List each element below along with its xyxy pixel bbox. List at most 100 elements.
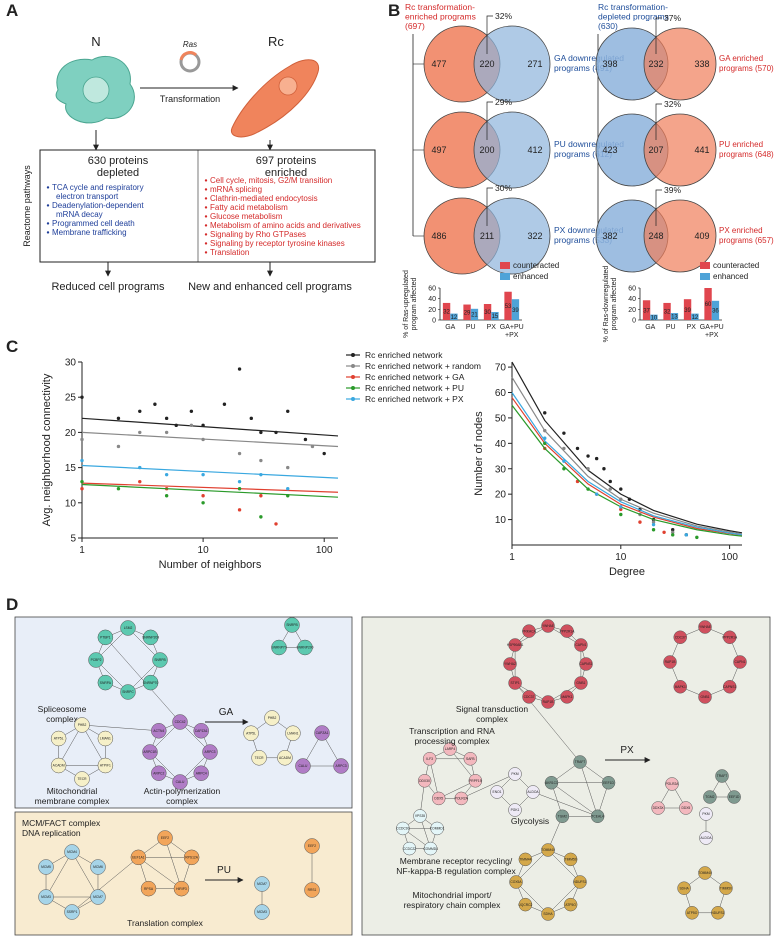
nucleus-n — [82, 76, 110, 104]
venn-percent: 30% — [495, 183, 512, 193]
node — [173, 880, 190, 897]
node-label: EEF2 — [308, 844, 316, 848]
y-tick-label: 60 — [495, 388, 507, 399]
node — [304, 882, 320, 898]
panel-label: A — [6, 1, 18, 20]
node-label: POLR2A — [455, 797, 469, 801]
node-label: CAPZA1 — [195, 729, 208, 733]
node — [573, 875, 587, 889]
node-label: PPP2R1A — [560, 629, 576, 633]
node — [665, 777, 679, 791]
y-axis-label: % of Ras-downregulated — [603, 266, 610, 343]
legend-marker — [351, 375, 355, 379]
legend-marker — [351, 397, 355, 401]
percent-leader — [655, 17, 662, 54]
legend-swatch — [500, 262, 510, 269]
node — [541, 907, 555, 921]
node — [522, 690, 536, 704]
edge — [71, 857, 139, 913]
node-label: SAFB — [466, 757, 475, 761]
point — [259, 472, 263, 477]
node — [50, 730, 67, 747]
bar — [450, 313, 458, 320]
x-tick-label: PU — [466, 324, 476, 331]
bar — [650, 314, 658, 320]
node — [64, 844, 80, 860]
point — [543, 411, 547, 415]
point — [164, 416, 169, 421]
node-label: HIRIP3 — [176, 887, 187, 891]
node-label: PRPF19 — [469, 779, 482, 783]
edge — [71, 851, 99, 898]
node-label: ARPC3 — [205, 750, 216, 754]
node — [508, 803, 522, 817]
node — [518, 897, 533, 912]
node-label: YWHAE — [542, 624, 555, 628]
venn-label: GA downregulated — [554, 53, 624, 63]
node — [601, 775, 616, 790]
point — [164, 430, 169, 435]
node — [157, 830, 173, 846]
y-tick-label: 0 — [432, 318, 436, 325]
column-header: enriched programs — [405, 12, 476, 22]
point — [586, 467, 590, 471]
y-tick-label: 20 — [495, 490, 507, 501]
legend-marker — [351, 386, 355, 390]
node-label: YWHAE — [699, 625, 712, 629]
y-axis-label: program affected — [611, 278, 618, 331]
node-label: MCM4 — [67, 850, 77, 854]
node-label: SNRPA — [100, 681, 112, 685]
node-label: DDX5 — [681, 806, 690, 810]
node-label: VPS35 — [415, 814, 425, 818]
node — [142, 744, 158, 760]
edge — [532, 791, 598, 817]
y-tick-label: 30 — [495, 464, 507, 475]
node-label: SNRPB — [154, 658, 166, 662]
venn-label: programs (612) — [554, 149, 612, 159]
node — [183, 849, 200, 866]
node — [733, 655, 747, 669]
node-label: MAPK1 — [675, 685, 686, 689]
x-tick-label: 1 — [79, 545, 85, 556]
node-label: SNRPB — [286, 623, 298, 627]
point — [201, 501, 205, 505]
pathway-item: Deadenylation-dependent — [52, 201, 144, 210]
bullet — [204, 251, 208, 254]
point — [322, 451, 326, 456]
node — [560, 690, 574, 704]
panel-label: B — [388, 1, 400, 20]
node-label: PTBP1 — [100, 636, 111, 640]
point — [627, 497, 632, 501]
node-label: SNRNP200 — [296, 646, 313, 650]
node — [152, 652, 168, 668]
legend-label: Rc enriched network + PU — [365, 383, 464, 393]
node — [685, 906, 699, 920]
node-label: SDHA — [543, 912, 553, 916]
venn-count: 398 — [602, 59, 617, 69]
group-label: complex — [46, 714, 78, 724]
node — [579, 657, 593, 671]
point — [651, 522, 656, 527]
pathway-item: TCA cycle and respiratory — [52, 183, 144, 192]
pathway-item: mRNA splicing — [210, 185, 262, 194]
legend-marker — [351, 353, 355, 357]
node-label: PHB2 — [268, 716, 277, 720]
x-tick-label: GA — [645, 324, 655, 331]
fit-line — [511, 397, 743, 536]
node-label: TOMM40 — [698, 871, 712, 875]
node — [97, 730, 114, 747]
point — [164, 494, 169, 498]
pathway-box — [39, 149, 376, 263]
node-label: RAP1B — [543, 700, 555, 704]
bar-value-label: 10 — [651, 316, 658, 322]
point — [274, 522, 278, 526]
node-label: COMMD1 — [430, 827, 445, 831]
venn-count: 322 — [527, 231, 542, 241]
node-label: COX5A — [510, 880, 522, 884]
bullet — [204, 242, 208, 245]
point — [619, 505, 623, 509]
y-tick-label: 20 — [65, 428, 77, 439]
x-tick-label: PU — [666, 324, 676, 331]
point — [249, 416, 253, 421]
node-label: DDX5 — [434, 797, 443, 801]
